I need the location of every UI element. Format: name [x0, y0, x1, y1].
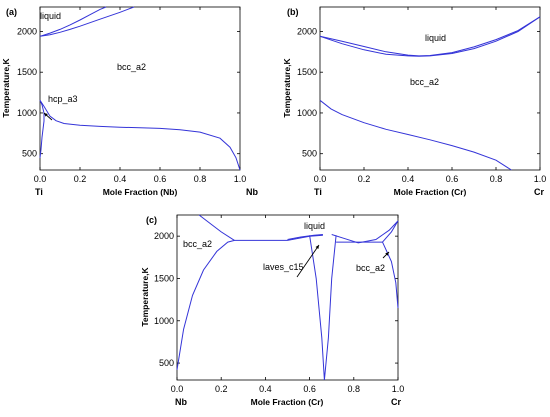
- x-tick-label: 0.4: [402, 174, 415, 184]
- x-tick-label: 0.0: [34, 174, 47, 184]
- y-tick-label: 1500: [17, 67, 37, 77]
- y-tick-label: 2000: [154, 231, 174, 241]
- x-tick-label: 0.2: [358, 174, 371, 184]
- y-tick-label: 1000: [154, 316, 174, 326]
- x-tick-label: 0.2: [74, 174, 87, 184]
- phase-region-label: bcc_a2: [356, 263, 385, 273]
- phase-region-label: bcc_a2: [410, 77, 439, 87]
- y-tick-label: 1500: [297, 67, 317, 77]
- phase-boundary-curve-1: [39, 6, 107, 37]
- x-tick-label: 0.8: [194, 174, 207, 184]
- y-tick-label: 500: [22, 149, 37, 159]
- y-tick-label: 2000: [297, 26, 317, 36]
- annotation-arrow: [296, 244, 320, 278]
- plot-frame: [176, 214, 399, 381]
- phase-boundary-curve-10: [382, 220, 399, 243]
- phase-region-label: bcc_a2: [183, 239, 212, 249]
- x-tick-label: 0.4: [259, 384, 272, 394]
- phase-boundary-curve-2: [39, 6, 135, 37]
- y-tick-label: 2000: [17, 26, 37, 36]
- phase-region-label: hcp_a3: [48, 94, 78, 104]
- left-element-label: Nb: [175, 397, 187, 407]
- chart-panel-1: 0.0 0.2 0.4 0.6 0.8 1.0 500 1000 1500 2000(a) liqu…: [1, 6, 258, 197]
- phase-region-label: liquid: [304, 221, 325, 231]
- plot-frame: [319, 6, 541, 171]
- y-axis-label: Temperature,K: [282, 57, 292, 117]
- phase-boundary-curve-2: [319, 16, 541, 57]
- panel-tag: (a): [6, 7, 17, 17]
- x-axis-label: Mole Fraction (Cr): [394, 187, 467, 197]
- phase-boundary-curve-7: [309, 235, 325, 381]
- y-tick-label: 500: [159, 358, 174, 368]
- x-tick-label: 1.0: [234, 174, 247, 184]
- phase-boundary-curve-4: [39, 100, 45, 158]
- phase-boundary-curve-3: [39, 100, 241, 171]
- chart-panel-3: 0.0 0.2 0.4 0.6 0.8 1.0 500 1000 1500 2000 (c) liqu…: [140, 214, 405, 407]
- x-tick-label: 0.4: [114, 174, 127, 184]
- y-tick-label: 1500: [154, 273, 174, 283]
- annotation-arrowhead: [44, 113, 48, 117]
- right-element-label: Cr: [534, 187, 544, 197]
- phase-boundary-curve-8: [323, 235, 337, 381]
- phase-boundary-curve-1: [198, 214, 235, 241]
- x-tick-label: 0.8: [348, 384, 361, 394]
- x-tick-label: 0.0: [314, 174, 327, 184]
- y-tick-label: 1000: [17, 108, 37, 118]
- y-tick-label: 1000: [297, 108, 317, 118]
- phase-region-label: liquid: [425, 33, 446, 43]
- plot-frame: [39, 6, 241, 171]
- x-tick-label: 1.0: [392, 384, 405, 394]
- x-tick-label: 0.2: [215, 384, 228, 394]
- y-tick-label: 500: [302, 149, 317, 159]
- right-element-label: Nb: [246, 187, 258, 197]
- y-axis-label: Temperature,K: [140, 266, 150, 326]
- x-tick-label: 0.0: [171, 384, 184, 394]
- x-tick-label: 0.6: [154, 174, 167, 184]
- right-element-label: Cr: [391, 397, 401, 407]
- x-tick-label: 0.8: [490, 174, 503, 184]
- x-tick-label: 0.6: [303, 384, 316, 394]
- left-element-label: Ti: [314, 187, 322, 197]
- panel-tag: (b): [287, 7, 299, 17]
- phase-boundary-curve-4: [176, 239, 235, 370]
- x-tick-label: 0.6: [446, 174, 459, 184]
- annotation-arrowhead: [315, 245, 319, 249]
- x-axis-label: Mole Fraction (Cr): [251, 397, 324, 407]
- phase-region-label: bcc_a2: [117, 62, 146, 72]
- phase-boundary-curve-3: [331, 220, 399, 244]
- annotation-arrowhead: [385, 252, 389, 256]
- phase-region-label: laves_c15: [263, 262, 304, 272]
- chart-panel-2: 0.0 0.2 0.4 0.6 0.8 1.0 500 1000 1500 2000 (b) liqu…: [282, 6, 547, 197]
- phase-boundary-curve-11: [382, 241, 399, 309]
- x-tick-label: 1.0: [534, 174, 547, 184]
- panel-tag: (c): [146, 215, 157, 225]
- phase-boundary-curve-3: [319, 99, 512, 171]
- x-axis-label: Mole Fraction (Nb): [103, 187, 178, 197]
- left-element-label: Ti: [35, 187, 43, 197]
- y-axis-label: Temperature,K: [1, 57, 11, 117]
- phase-region-label: liquid: [40, 11, 61, 21]
